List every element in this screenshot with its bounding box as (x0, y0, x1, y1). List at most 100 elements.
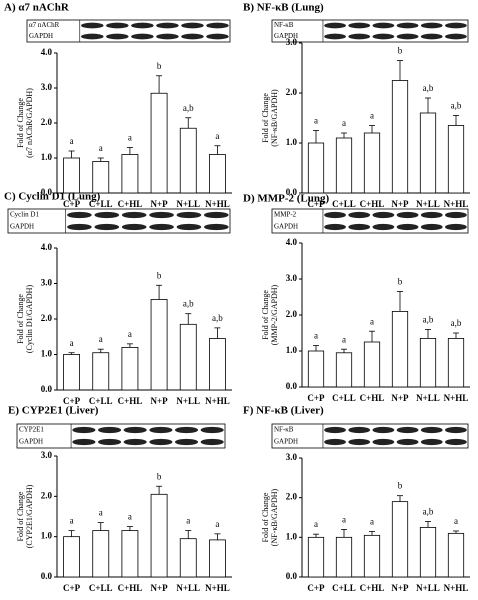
blot-band (396, 438, 419, 446)
x-tick-label: N+HL (205, 396, 230, 406)
x-tick-label: N+P (391, 583, 409, 593)
bar (179, 323, 197, 391)
x-tick-label: N+HL (205, 199, 230, 209)
blot-band (174, 438, 199, 446)
x-tick-label: N+P (391, 393, 409, 403)
y-tick-label: 1.0 (286, 345, 298, 355)
blot-band (348, 426, 371, 434)
x-tick-label: C+HL (118, 199, 143, 209)
blot-band (420, 33, 443, 40)
bar (419, 527, 437, 578)
x-tick-label: C+LL (332, 199, 356, 209)
significance-letter: b (157, 270, 162, 280)
y-tick-label: 4.0 (41, 47, 53, 57)
bar (121, 154, 139, 194)
bar (419, 112, 437, 194)
x-tick-label: C+HL (118, 396, 143, 406)
blot-band (121, 211, 147, 219)
y-tick-label: 3.0 (286, 273, 298, 283)
blot-band (420, 223, 443, 231)
x-tick-label: C+HL (360, 583, 385, 593)
blot-band (121, 223, 147, 231)
blot-band (372, 223, 395, 231)
panel-title: B) NF-κB (Lung) (243, 2, 324, 14)
blot-label: Cyclin D1 (10, 211, 39, 219)
blot-band (420, 22, 443, 29)
blot-band (200, 426, 224, 434)
y-axis-label: (α7 nAChR/GAPDH) (25, 88, 34, 158)
blot-label: GAPDH (274, 223, 298, 231)
y-tick-label: 0.0 (41, 571, 53, 581)
blot-band (149, 438, 173, 446)
y-tick-label: 3.0 (286, 37, 298, 47)
y-tick-label: 2.0 (286, 309, 298, 319)
x-tick-label: N+HL (444, 583, 469, 593)
blot-band (181, 33, 204, 40)
x-tick-label: N+P (151, 396, 169, 406)
significance-letter: a (314, 331, 318, 341)
x-tick-label: N+LL (176, 199, 200, 209)
y-tick-label: 0.0 (286, 381, 298, 391)
significance-letter: a (342, 118, 346, 128)
y-tick-label: 0.0 (41, 187, 53, 197)
significance-letter: a (314, 519, 318, 529)
blot-band (94, 211, 120, 219)
blot-band (149, 223, 174, 231)
y-tick-label: 1.0 (286, 531, 298, 541)
significance-letter: a,b (423, 314, 434, 324)
bar (63, 354, 81, 391)
x-tick-label: N+HL (205, 583, 230, 593)
x-tick-label: C+P (307, 199, 325, 209)
significance-letter: a,b (451, 318, 462, 328)
blot-frame (26, 19, 231, 43)
y-tick-label: 3.0 (41, 450, 53, 460)
panel: A) α7 nAChR α7 nAChR GAPDH 0.0 1.0 2.0 3.0 4.0 F… (4, 2, 232, 209)
blot-band (72, 426, 96, 434)
significance-letter: a,b (451, 101, 462, 111)
panel: D) MMP-2 (Lung) MMP-2 GAPDH 0.0 1.0 2.0 3.0 4.0… (243, 193, 470, 403)
blot-band (67, 223, 92, 231)
y-tick-label: 1.0 (41, 531, 53, 541)
y-axis-label: Fold of Change (261, 492, 270, 542)
blot-band (67, 211, 92, 219)
blot-band (106, 33, 129, 40)
x-tick-label: N+P (391, 199, 409, 209)
y-tick-label: 0.0 (41, 384, 53, 394)
blot-band (396, 223, 419, 231)
bar (92, 161, 110, 194)
blot-band (324, 211, 346, 219)
y-axis-label: Fold of Change (16, 294, 25, 344)
y-tick-label: 4.0 (41, 242, 53, 252)
blot-band (206, 33, 229, 40)
x-tick-label: N+HL (444, 393, 469, 403)
blot-label: MMP-2 (274, 211, 297, 219)
bar (335, 137, 353, 194)
blot-label: NF-κB (274, 21, 294, 29)
x-tick-label: C+LL (332, 583, 356, 593)
x-tick-label: C+P (307, 393, 325, 403)
bar (150, 92, 168, 194)
significance-letter: a (128, 512, 132, 522)
x-tick-label: N+LL (416, 583, 440, 593)
y-tick-label: 2.0 (286, 87, 298, 97)
significance-letter: a,b (212, 313, 223, 323)
blot-band (445, 438, 467, 446)
y-tick-label: 2.0 (41, 117, 53, 127)
bar (307, 142, 325, 194)
significance-letter: a (314, 116, 318, 126)
significance-letter: a (370, 316, 374, 326)
significance-letter: a (454, 516, 458, 526)
x-tick-label: C+HL (360, 199, 385, 209)
y-tick-label: 3.0 (41, 82, 53, 92)
y-tick-label: 1.0 (286, 137, 298, 147)
significance-letter: a,b (183, 103, 194, 113)
y-tick-label: 3.0 (41, 278, 53, 288)
y-axis-label: (MMP-2/GAPDH) (270, 284, 279, 345)
significance-letter: a (186, 516, 190, 526)
x-tick-label: C+HL (118, 583, 143, 593)
blot-band (445, 211, 467, 219)
blot-label: CYP2E1 (19, 426, 44, 434)
significance-letter: a (128, 133, 132, 143)
bar (208, 338, 226, 391)
x-tick-label: N+P (151, 199, 169, 209)
